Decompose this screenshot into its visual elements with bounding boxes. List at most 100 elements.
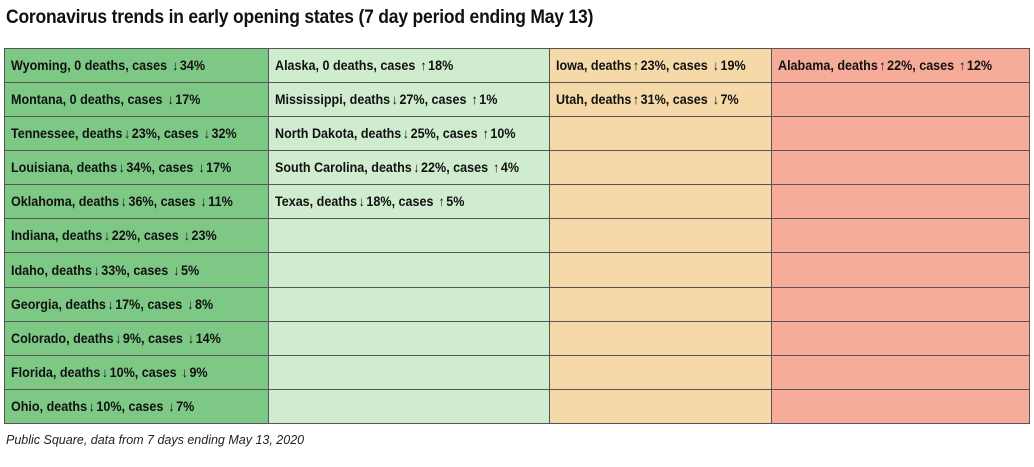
state-cell-text: Montana, 0 deaths, cases ↓ 17% (11, 92, 201, 108)
deaths-value: 22% (421, 160, 447, 176)
empty-cell (549, 388, 772, 425)
cases-value: 11% (208, 194, 233, 210)
state-cell: South Carolina, deaths ↓ 22%, cases ↑ 4% (268, 150, 550, 186)
arrow-up-icon: ↑ (632, 92, 640, 108)
state-cell-text: Tennessee, deaths ↓ 23%, cases ↓ 32% (11, 126, 237, 142)
arrow-down-icon: ↓ (187, 296, 194, 312)
cases-value: 18% (428, 58, 454, 74)
empty-cell (549, 354, 772, 390)
table-row: Louisiana, deaths ↓ 34%, cases ↓ 17% South C… (4, 150, 1030, 186)
arrow-up-icon: ↑ (493, 160, 500, 176)
state-cell: North Dakota, deaths ↓ 25%, cases ↑ 10% (268, 116, 550, 152)
state-cell-text: Louisiana, deaths ↓ 34%, cases ↓ 17% (11, 160, 232, 176)
empty-cell (268, 354, 550, 390)
deaths-value: 9% (122, 330, 142, 346)
arrow-up-icon: ↑ (471, 92, 478, 108)
cases-value: 5% (446, 194, 465, 210)
empty-cell (771, 82, 1030, 118)
state-cell: Florida, deaths ↓ 10%, cases ↓ 9% (4, 354, 269, 390)
state-cell: Montana, 0 deaths, cases ↓ 17% (4, 82, 269, 118)
deaths-value: 10% (96, 398, 122, 414)
empty-cell (549, 286, 772, 322)
table-row: Georgia, deaths ↓ 17%, cases ↓ 8% (4, 286, 1030, 322)
empty-cell (771, 116, 1030, 152)
state-name: Mississippi (275, 92, 343, 108)
table-row: Indiana, deaths ↓ 22%, cases ↓ 23% (4, 218, 1030, 254)
table-row: Florida, deaths ↓ 10%, cases ↓ 9% (4, 354, 1030, 390)
state-cell: Oklahoma, deaths ↓ 36%, cases ↓ 11% (4, 184, 269, 220)
deaths-value: 33% (101, 262, 127, 278)
state-cell-text: Oklahoma, deaths ↓ 36%, cases ↓ 11% (11, 194, 233, 210)
state-cell-text: South Carolina, deaths ↓ 22%, cases ↑ 4% (275, 160, 520, 176)
deaths-value: 23% (640, 58, 666, 74)
state-cell-text: Georgia, deaths ↓ 17%, cases ↓ 8% (11, 296, 214, 312)
arrow-down-icon: ↓ (103, 228, 111, 244)
deaths-value: 10% (109, 364, 135, 380)
state-trends-table: Wyoming, 0 deaths, cases ↓ 34% Alaska, 0 d… (4, 47, 1030, 425)
state-cell: Alabama, deaths ↑ 22%, cases ↑ 12% (771, 47, 1030, 84)
state-name: South Carolina (275, 160, 365, 176)
state-cell-text: Florida, deaths ↓ 10%, cases ↓ 9% (11, 364, 208, 380)
empty-cell (268, 286, 550, 322)
empty-cell (268, 388, 550, 425)
empty-cell (549, 252, 772, 288)
state-cell: Colorado, deaths ↓ 9%, cases ↓ 14% (4, 320, 269, 356)
state-cell: Idaho, deaths ↓ 33%, cases ↓ 5% (4, 252, 269, 288)
state-cell: Indiana, deaths ↓ 22%, cases ↓ 23% (4, 218, 269, 254)
arrow-down-icon: ↓ (168, 398, 175, 414)
state-cell: Texas, deaths ↓ 18%, cases ↑ 5% (268, 184, 550, 220)
cases-value: 7% (176, 398, 195, 414)
deaths-value: 27% (399, 92, 425, 108)
empty-cell (549, 116, 772, 152)
arrow-down-icon: ↓ (413, 160, 420, 176)
state-name: North Dakota (275, 126, 354, 142)
empty-cell (549, 320, 772, 356)
state-cell: Utah, deaths ↑ 31%, cases ↓ 7% (549, 82, 772, 118)
table-row: Wyoming, 0 deaths, cases ↓ 34% Alaska, 0 d… (4, 47, 1030, 84)
deaths-value: 18% (366, 194, 392, 210)
arrow-down-icon: ↓ (120, 194, 127, 210)
state-cell: Iowa, deaths ↑ 23%, cases ↓ 19% (549, 47, 772, 84)
state-name: Tennessee (11, 126, 75, 142)
state-name: Montana (11, 92, 63, 108)
empty-cell (771, 286, 1030, 322)
empty-cell (549, 218, 772, 254)
table-row: Ohio, deaths ↓ 10%, cases ↓ 7% (4, 388, 1030, 425)
state-name: Louisiana (11, 160, 70, 176)
state-cell-text: North Dakota, deaths ↓ 25%, cases ↑ 10% (275, 126, 516, 142)
state-name: Utah (556, 92, 584, 108)
empty-cell (549, 150, 772, 186)
state-cell: Georgia, deaths ↓ 17%, cases ↓ 8% (4, 286, 269, 322)
state-cell: Tennessee, deaths ↓ 23%, cases ↓ 32% (4, 116, 269, 152)
empty-cell (771, 388, 1030, 425)
cases-value: 14% (195, 330, 221, 346)
state-name: Colorado (11, 330, 67, 346)
state-name: Alaska (275, 58, 316, 74)
empty-cell (268, 252, 550, 288)
state-cell-text: Colorado, deaths ↓ 9%, cases ↓ 14% (11, 330, 221, 346)
arrow-up-icon: ↑ (482, 126, 489, 142)
arrow-up-icon: ↑ (879, 58, 886, 74)
arrow-up-icon: ↑ (438, 194, 445, 210)
cases-value: 17% (175, 92, 201, 108)
empty-cell (771, 252, 1030, 288)
arrow-up-icon: ↑ (420, 58, 427, 74)
cases-value: 9% (189, 364, 208, 380)
state-name: Indiana (11, 228, 55, 244)
cases-value: 7% (720, 92, 739, 108)
arrow-down-icon: ↓ (712, 58, 719, 74)
table-row: Idaho, deaths ↓ 33%, cases ↓ 5% (4, 252, 1030, 288)
arrow-down-icon: ↓ (358, 194, 365, 210)
table-row: Oklahoma, deaths ↓ 36%, cases ↓ 11% Texas, d… (4, 184, 1030, 220)
state-cell: Ohio, deaths ↓ 10%, cases ↓ 7% (4, 388, 269, 425)
cases-value: 8% (195, 296, 214, 312)
chart-title: Coronavirus trends in early opening stat… (6, 7, 594, 28)
table-row: Colorado, deaths ↓ 9%, cases ↓ 14% (4, 320, 1030, 356)
cases-value: 17% (206, 160, 232, 176)
state-cell-text: Idaho, deaths ↓ 33%, cases ↓ 5% (11, 262, 200, 278)
arrow-down-icon: ↓ (712, 92, 719, 108)
arrow-down-icon: ↓ (173, 262, 180, 278)
cases-value: 1% (479, 92, 498, 108)
state-cell: Louisiana, deaths ↓ 34%, cases ↓ 17% (4, 150, 269, 186)
state-name: Georgia (11, 296, 59, 312)
